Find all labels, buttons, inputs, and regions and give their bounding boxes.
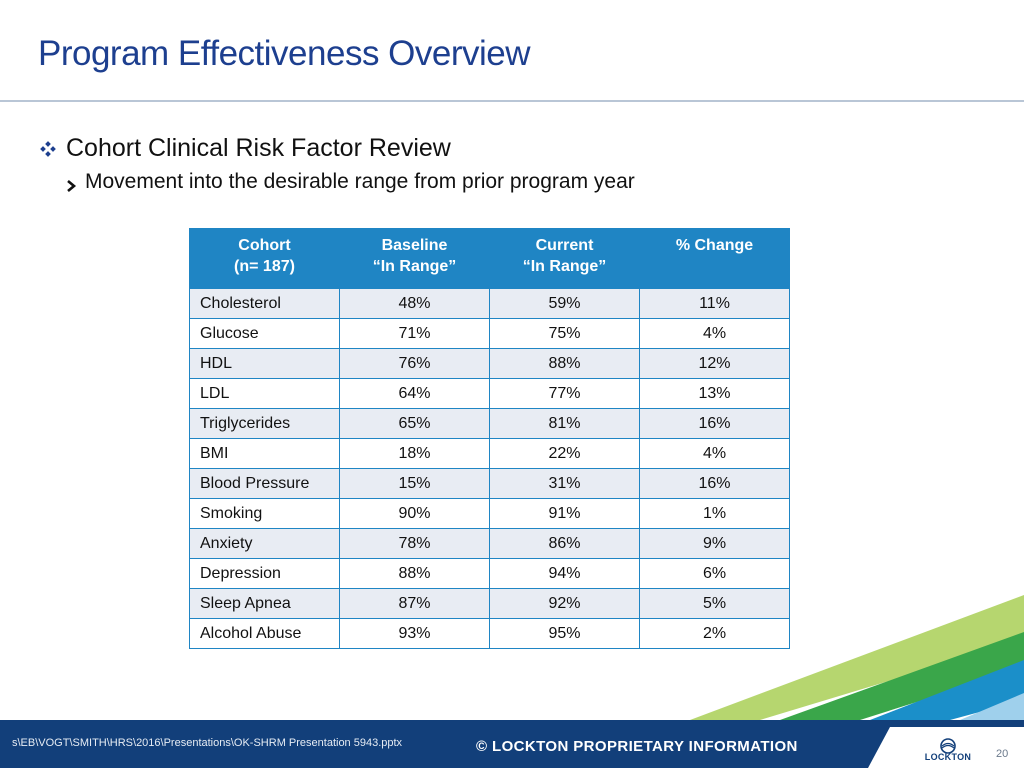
table-cell: 48%	[339, 288, 490, 319]
risk-factor-name: Smoking	[189, 498, 340, 529]
table-cell: 91%	[489, 498, 640, 529]
table-cell: 71%	[339, 318, 490, 349]
table-header-row: Cohort (n= 187) Baseline “In Range” Curr…	[189, 228, 790, 289]
table-row: BMI 18% 22% 4%	[189, 438, 790, 469]
table-cell: 94%	[489, 558, 640, 589]
risk-factor-table: Cohort (n= 187) Baseline “In Range” Curr…	[189, 228, 790, 649]
bullet-level-2: Movement into the desirable range from p…	[66, 170, 635, 194]
header-line: (n= 187)	[234, 258, 295, 275]
table-cell: 6%	[639, 558, 790, 589]
table-row: Alcohol Abuse 93% 95% 2%	[189, 618, 790, 649]
header-line: Baseline	[381, 237, 448, 254]
risk-factor-name: Glucose	[189, 318, 340, 349]
diamond-bullet-icon	[40, 140, 56, 157]
table-cell: 13%	[639, 378, 790, 409]
header-baseline: Baseline “In Range”	[339, 228, 490, 289]
header-line: “In Range”	[522, 258, 607, 275]
header-cohort: Cohort (n= 187)	[189, 228, 340, 289]
table-cell: 1%	[639, 498, 790, 529]
header-line: “In Range”	[372, 258, 457, 275]
header-line: Current	[535, 237, 594, 254]
header-line: Cohort	[238, 237, 291, 254]
table-cell: 2%	[639, 618, 790, 649]
risk-factor-name: LDL	[189, 378, 340, 409]
table-row: Triglycerides 65% 81% 16%	[189, 408, 790, 439]
page-number: 20	[996, 748, 1009, 760]
table-cell: 31%	[489, 468, 640, 499]
table-cell: 78%	[339, 528, 490, 559]
table-cell: 59%	[489, 288, 640, 319]
table-cell: 15%	[339, 468, 490, 499]
chevron-right-icon	[66, 175, 78, 192]
bullet-level-2-text: Movement into the desirable range from p…	[85, 170, 635, 193]
footer-file-path: s\EB\VOGT\SMITH\HRS\2016\Presentations\O…	[12, 737, 403, 749]
table-cell: 9%	[639, 528, 790, 559]
header-current: Current “In Range”	[489, 228, 640, 289]
table-row: HDL 76% 88% 12%	[189, 348, 790, 379]
table-cell: 95%	[489, 618, 640, 649]
table-cell: 4%	[639, 318, 790, 349]
lockton-logo-text: LOCKTON	[924, 752, 972, 762]
table-cell: 76%	[339, 348, 490, 379]
table-cell: 18%	[339, 438, 490, 469]
table-cell: 87%	[339, 588, 490, 619]
header-line: % Change	[675, 237, 754, 254]
table-row: Blood Pressure 15% 31% 16%	[189, 468, 790, 499]
table-body: Cholesterol 48% 59% 11% Glucose 71% 75% 4% HDL 76…	[189, 288, 790, 649]
table-cell: 22%	[489, 438, 640, 469]
footer-bar	[0, 720, 1024, 768]
lockton-logo-icon	[940, 738, 956, 754]
table-cell: 88%	[489, 348, 640, 379]
table-cell: 88%	[339, 558, 490, 589]
table-row: Anxiety 78% 86% 9%	[189, 528, 790, 559]
page-title: Program Effectiveness Overview	[38, 34, 531, 73]
risk-factor-name: Cholesterol	[189, 288, 340, 319]
table-cell: 16%	[639, 468, 790, 499]
risk-factor-name: BMI	[189, 438, 340, 469]
table-cell: 77%	[489, 378, 640, 409]
bullet-level-1: Cohort Clinical Risk Factor Review	[40, 134, 451, 163]
table-row: LDL 64% 77% 13%	[189, 378, 790, 409]
title-divider	[0, 100, 1024, 102]
bullet-level-1-text: Cohort Clinical Risk Factor Review	[66, 134, 451, 162]
table-cell: 93%	[339, 618, 490, 649]
footer-proprietary-notice: © LOCKTON PROPRIETARY INFORMATION	[476, 738, 798, 755]
table-row: Smoking 90% 91% 1%	[189, 498, 790, 529]
table-cell: 65%	[339, 408, 490, 439]
table-cell: 90%	[339, 498, 490, 529]
table-cell: 12%	[639, 348, 790, 379]
header-percent-change: % Change	[639, 228, 790, 289]
risk-factor-name: Triglycerides	[189, 408, 340, 439]
risk-factor-name: HDL	[189, 348, 340, 379]
table-row: Sleep Apnea 87% 92% 5%	[189, 588, 790, 619]
table-row: Depression 88% 94% 6%	[189, 558, 790, 589]
table-cell: 92%	[489, 588, 640, 619]
table-cell: 86%	[489, 528, 640, 559]
risk-factor-name: Alcohol Abuse	[189, 618, 340, 649]
table-cell: 11%	[639, 288, 790, 319]
table-cell: 16%	[639, 408, 790, 439]
table-row: Cholesterol 48% 59% 11%	[189, 288, 790, 319]
